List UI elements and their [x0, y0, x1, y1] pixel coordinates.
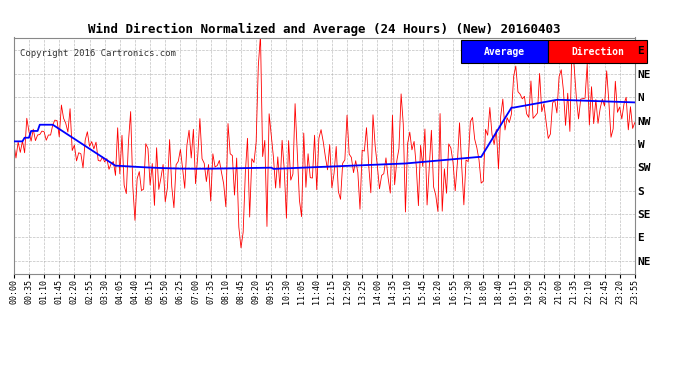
Text: Copyright 2016 Cartronics.com: Copyright 2016 Cartronics.com: [20, 50, 176, 58]
Text: Direction: Direction: [571, 46, 624, 57]
FancyBboxPatch shape: [548, 40, 647, 63]
Text: Average: Average: [484, 46, 525, 57]
FancyBboxPatch shape: [461, 40, 548, 63]
Title: Wind Direction Normalized and Average (24 Hours) (New) 20160403: Wind Direction Normalized and Average (2…: [88, 23, 560, 36]
